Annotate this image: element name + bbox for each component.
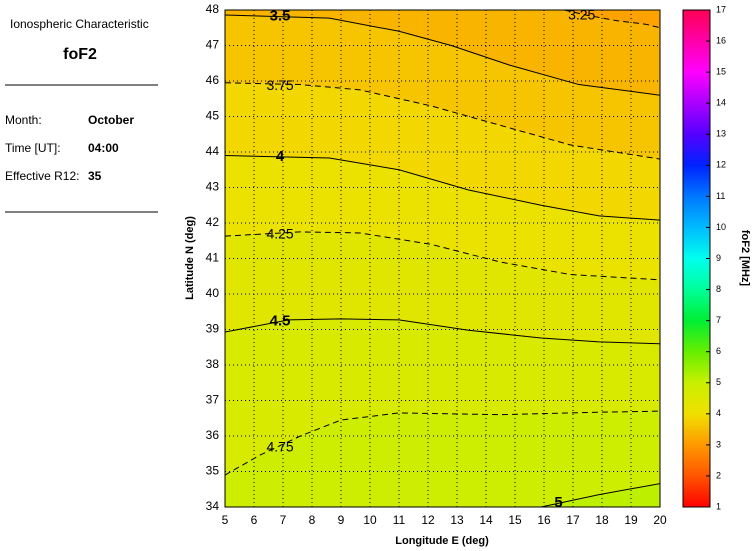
contour-label: 4.25 [266, 226, 293, 242]
contour-line [564, 10, 660, 29]
colorbar-tick-label: 5 [716, 377, 721, 387]
y-axis-label: Latitude N (deg) [184, 216, 196, 300]
x-tick-label: 9 [338, 513, 345, 527]
colorbar-tick-label: 14 [716, 98, 726, 108]
x-tick-label: 17 [566, 513, 580, 527]
contour-label: 4 [276, 148, 285, 165]
contour-line [225, 14, 660, 96]
colorbar-tick-label: 17 [716, 4, 726, 14]
plot-area: 3.25 3.5 3.75 4 4.25 4.5 4.75 5 [225, 7, 660, 511]
colorbar-tick-label: 11 [716, 191, 725, 201]
x-tick-label: 11 [393, 513, 406, 527]
colorbar-tick-label: 13 [716, 129, 726, 139]
contour-line [225, 410, 660, 476]
panel-label: Time [UT]: [5, 141, 61, 155]
colorbar-tick-label: 10 [716, 222, 726, 232]
colorbar-tick-label: 16 [716, 35, 726, 45]
colorbar-tick-label: 9 [716, 253, 721, 263]
field-band [225, 411, 660, 507]
y-tick-label: 47 [206, 38, 220, 52]
contour-line [225, 318, 660, 345]
x-tick-label: 19 [624, 513, 638, 527]
contour-line [225, 82, 660, 160]
x-tick-label: 7 [280, 513, 287, 527]
y-tick-label: 46 [206, 73, 220, 87]
contour-label: 5 [554, 494, 562, 511]
colorbar-tick-label: 12 [716, 160, 726, 170]
y-tick-label: 48 [206, 2, 220, 16]
y-tick-label: 43 [206, 180, 220, 194]
colorbar-tick-label: 3 [716, 439, 721, 449]
y-tick-label: 42 [206, 215, 220, 229]
x-axis-label: Longitude E (deg) [395, 535, 489, 547]
y-tick-label: 37 [206, 393, 220, 407]
x-tick-label: 13 [450, 513, 464, 527]
colorbar-tick-label: 2 [716, 470, 721, 480]
contour-line [225, 155, 660, 221]
panel-parameter: foF2 [63, 46, 97, 63]
contour-label: 3.25 [568, 7, 595, 23]
contour-line [225, 231, 660, 281]
panel-value: October [88, 113, 134, 127]
contour-line [540, 483, 660, 507]
colorbar [682, 9, 711, 508]
x-tick-label: 20 [653, 513, 667, 527]
contour-label: 3.75 [266, 77, 293, 93]
y-tick-label: 38 [206, 357, 220, 371]
y-tick-label: 40 [206, 286, 220, 300]
colorbar-tick-label: 4 [716, 408, 721, 418]
contour-label: 4.5 [270, 313, 291, 330]
panel-heading: Ionospheric Characteristic [10, 17, 149, 31]
colorbar-tick-label: 15 [716, 67, 726, 77]
panel-value: 04:00 [88, 141, 119, 155]
x-tick-label: 16 [537, 513, 551, 527]
panel-label: Effective R12: [5, 169, 79, 183]
colorbar-tick-label: 1 [716, 501, 721, 511]
y-tick-label: 41 [206, 251, 220, 265]
colorbar-tick-label: 6 [716, 346, 721, 356]
contour-label: 3.5 [270, 8, 291, 25]
y-tick-label: 44 [206, 144, 220, 158]
x-tick-label: 14 [479, 513, 493, 527]
y-tick-label: 34 [206, 499, 220, 513]
x-tick-label: 6 [251, 513, 258, 527]
colorbar-tick-label: 8 [716, 284, 721, 294]
contour-label: 4.75 [266, 438, 293, 454]
x-tick-label: 18 [595, 513, 609, 527]
x-tick-label: 12 [421, 513, 435, 527]
colorbar-label: foF2 [MHz] [739, 230, 751, 287]
x-tick-label: 10 [363, 513, 377, 527]
x-tick-label: 8 [309, 513, 316, 527]
panel-label: Month: [5, 113, 42, 127]
y-tick-label: 36 [206, 428, 220, 442]
x-tick-label: 5 [222, 513, 229, 527]
plot-frame [224, 9, 661, 508]
y-tick-label: 39 [206, 322, 220, 336]
y-tick-label: 45 [206, 109, 220, 123]
y-tick-label: 35 [206, 464, 220, 478]
x-tick-label: 15 [508, 513, 522, 527]
panel-value: 35 [88, 169, 102, 183]
colorbar-tick-label: 7 [716, 315, 721, 325]
